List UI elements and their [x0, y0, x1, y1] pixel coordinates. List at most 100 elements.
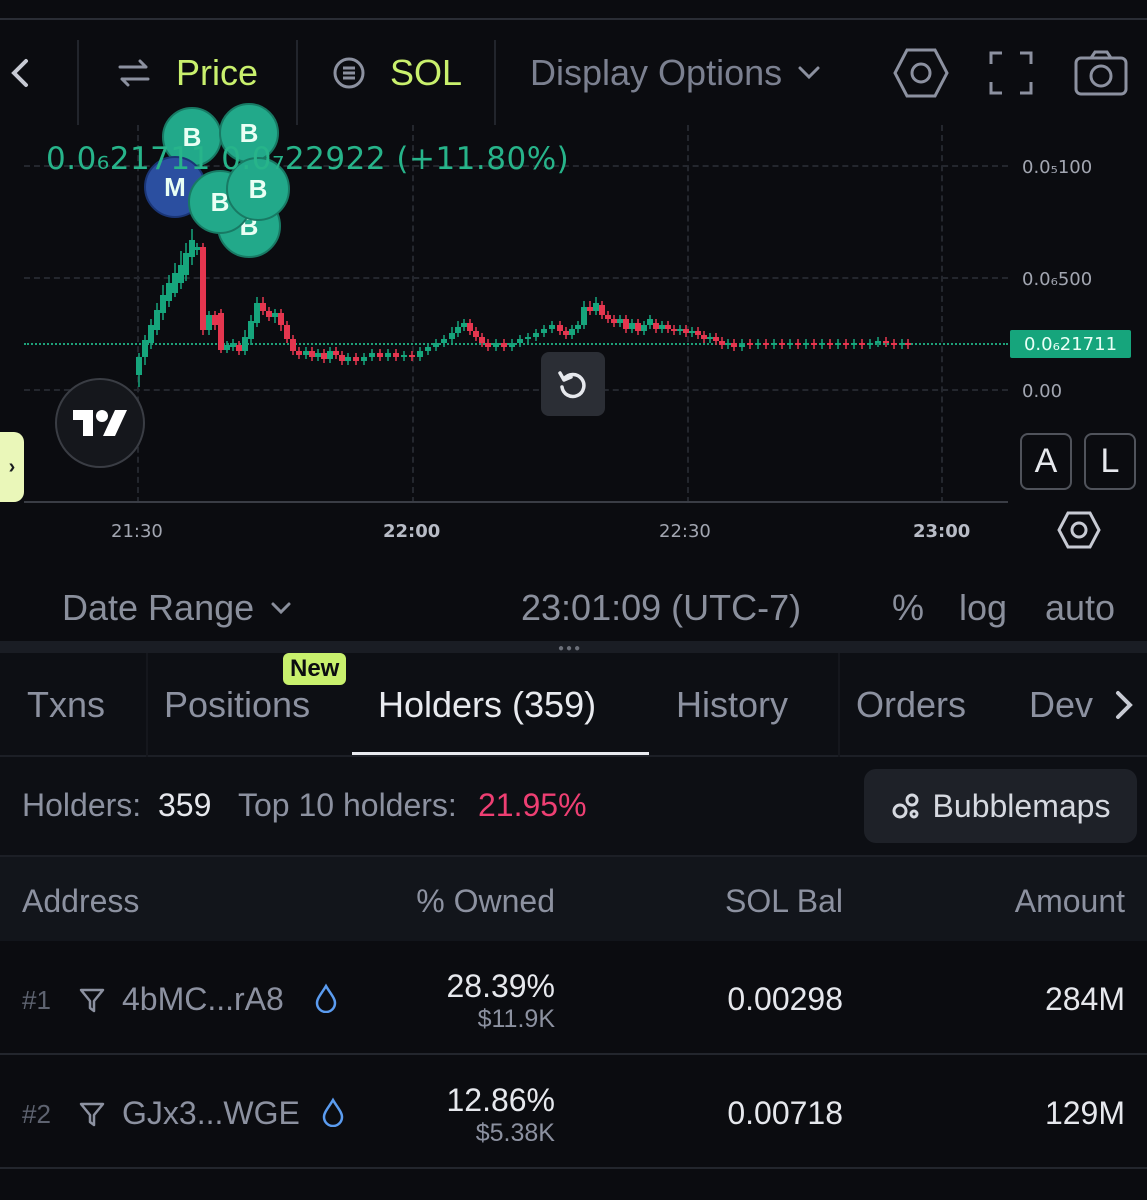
grid-line [941, 125, 943, 503]
candle [533, 333, 539, 337]
candle [248, 321, 254, 339]
table-row[interactable]: #1 4bMC...rA8 28.39% $11.9K 0.00298 284M [0, 941, 1147, 1055]
candle [353, 357, 359, 361]
tabs-scroll-right-button[interactable] [1110, 687, 1136, 728]
column-header-sol-bal[interactable]: SOL Bal [725, 883, 843, 919]
side-panel-toggle[interactable]: › [0, 432, 24, 502]
token-amount: 284M [1044, 981, 1125, 1017]
time-axis-label: 23:00 [913, 521, 971, 542]
sol-balance: 0.00298 [727, 981, 843, 1017]
tab-history[interactable]: History [676, 684, 789, 725]
candle [194, 247, 200, 250]
candle [779, 343, 785, 345]
candle [315, 353, 321, 357]
back-button[interactable] [8, 20, 32, 125]
trade-marker-buy[interactable]: B [219, 103, 279, 163]
fullscreen-button[interactable] [988, 20, 1034, 125]
column-header-amount[interactable]: Amount [1014, 883, 1125, 919]
holder-address[interactable]: GJx3...WGE [122, 1095, 300, 1131]
candle [747, 343, 753, 345]
time-axis-label: 22:30 [659, 521, 711, 542]
column-header-address[interactable]: Address [22, 883, 140, 919]
candle [771, 343, 777, 345]
candle [629, 323, 635, 329]
candle [230, 343, 236, 347]
percent-scale-button[interactable]: % [892, 587, 925, 628]
tab-dev[interactable]: Dev [1029, 684, 1094, 725]
time-axis-label: 21:30 [111, 521, 163, 542]
candle [719, 341, 725, 345]
bubblemaps-button[interactable]: Bubblemaps [864, 769, 1137, 843]
candle [393, 353, 399, 357]
currency-label: SOL [390, 51, 463, 93]
table-row[interactable]: #2 GJx3...WGE 12.86% $5.38K 0.00718 129M [0, 1055, 1147, 1169]
screenshot-button[interactable] [1073, 20, 1129, 125]
candle [455, 327, 461, 333]
candle [236, 345, 242, 351]
grid-line [24, 277, 1008, 279]
axis-settings-button[interactable] [1057, 510, 1101, 555]
grid-line [137, 125, 139, 503]
candle [148, 325, 154, 343]
time-axis-label: 22:00 [383, 521, 441, 542]
owned-percent: 12.86% [446, 1082, 555, 1118]
holder-rank: #1 [22, 985, 51, 1015]
owned-usd-value: $11.9K [477, 1005, 555, 1033]
auto-scale-toggle[interactable]: auto [1045, 587, 1116, 628]
column-header-owned[interactable]: % Owned [416, 883, 555, 919]
fullscreen-icon [989, 51, 1033, 94]
holder-rank: #2 [22, 1099, 51, 1129]
ohlc-readout: 0.0₆21711 0.0₇22922 (+11.80%) [46, 141, 570, 177]
candle [479, 337, 485, 343]
holders-count-label: Holders: [22, 787, 142, 823]
panel-resize-handle[interactable] [0, 641, 1147, 653]
tab-positions[interactable]: Positions [164, 684, 311, 725]
price-chart[interactable]: B B M B B B 0.0₆21711 0.0₇22922 (+11.80%… [0, 103, 1147, 575]
holder-address[interactable]: 4bMC...rA8 [122, 981, 284, 1017]
reset-chart-button[interactable] [541, 352, 605, 416]
candle [200, 247, 206, 330]
chevron-right-icon: › [8, 455, 16, 478]
currency-toggle[interactable]: SOL [330, 20, 462, 125]
price-toggle[interactable]: Price [116, 20, 258, 125]
candle [563, 331, 569, 335]
current-price-tag: 0.0₆21711 [1010, 330, 1131, 358]
tab-bar: Txns Positions New Holders (359) History… [0, 653, 1147, 757]
candle [605, 315, 611, 319]
candle [659, 325, 665, 329]
date-range-dropdown[interactable]: Date Range [62, 587, 294, 629]
candle [345, 357, 351, 361]
candle [713, 337, 719, 341]
tab-holders[interactable]: Holders (359) [378, 684, 597, 725]
candle [549, 325, 555, 329]
chart-settings-button[interactable] [893, 20, 949, 125]
candle [321, 353, 327, 359]
auto-scale-button[interactable]: A [1020, 433, 1072, 490]
candle [296, 351, 302, 355]
filter-icon[interactable] [78, 986, 106, 1014]
tab-txns[interactable]: Txns [27, 684, 106, 725]
tab-orders[interactable]: Orders [856, 684, 967, 725]
display-options-dropdown[interactable]: Display Options [530, 20, 824, 125]
candle [493, 343, 499, 347]
log-scale-toggle[interactable]: log [959, 587, 1008, 628]
candle [224, 345, 230, 350]
tab-divider [146, 653, 148, 757]
candle [875, 341, 881, 343]
toolbar-separator [296, 40, 298, 128]
candle [178, 265, 184, 283]
candle [266, 311, 272, 317]
settings-hexagon-icon [1057, 511, 1101, 549]
candle [501, 343, 507, 347]
candle [485, 343, 491, 347]
currency-swap-icon [333, 57, 365, 88]
log-scale-button[interactable]: L [1084, 433, 1136, 490]
candle [683, 329, 689, 333]
trade-marker-buy[interactable]: B [226, 157, 290, 221]
tradingview-logo[interactable] [55, 378, 145, 468]
candle [689, 331, 695, 333]
filter-icon[interactable] [78, 1100, 106, 1128]
candle [677, 329, 683, 331]
candle [611, 319, 617, 323]
candle [303, 351, 309, 355]
